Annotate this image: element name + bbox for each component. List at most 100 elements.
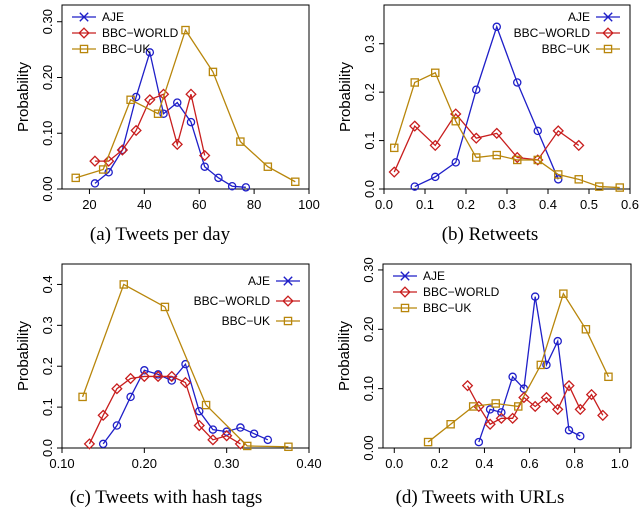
- legend-marker: [602, 27, 614, 39]
- data-point: [491, 399, 500, 408]
- data-point: [207, 434, 219, 446]
- data-point: [513, 155, 522, 165]
- x-tick-label: 0.3: [498, 197, 516, 212]
- data-point: [119, 280, 129, 289]
- data-point: [200, 162, 209, 171]
- legend-label: BBC−UK: [542, 42, 590, 56]
- data-point: [173, 98, 182, 107]
- data-point: [604, 372, 613, 382]
- series-line: [478, 296, 581, 443]
- data-point: [118, 145, 127, 155]
- plot-frame: [61, 263, 310, 449]
- panel-caption: (a) Tweets per day: [90, 224, 231, 245]
- data-point: [423, 437, 433, 447]
- data-point: [160, 302, 170, 312]
- data-point: [71, 173, 80, 183]
- series-line: [81, 283, 289, 448]
- data-point: [451, 116, 460, 126]
- data-point: [102, 155, 115, 167]
- data-point: [171, 138, 183, 151]
- legend-label: BBC−WORLD: [194, 294, 271, 308]
- data-point: [138, 370, 151, 383]
- x-tick-label: 80: [247, 197, 261, 212]
- x-tick-label: 0.5: [580, 197, 598, 212]
- y-tick-label: 0.1: [40, 398, 55, 416]
- x-tick-label: 0.8: [566, 456, 584, 471]
- data-point: [166, 370, 178, 383]
- y-axis-label: Probability: [336, 320, 353, 391]
- series-line: [88, 375, 241, 445]
- legend-label: BBC−UK: [222, 314, 270, 328]
- x-tick-label: 0.0: [385, 456, 403, 471]
- data-point: [126, 392, 135, 402]
- x-tick-label: 0.6: [621, 197, 639, 212]
- data-point: [563, 379, 575, 392]
- data-point: [518, 391, 530, 404]
- data-point: [97, 409, 109, 422]
- y-tick-label: 0.00: [361, 435, 376, 460]
- data-point: [83, 438, 96, 450]
- series-aje: [98, 359, 273, 449]
- y-tick-label: 0.00: [40, 176, 55, 201]
- data-point: [111, 382, 123, 395]
- x-tick-label: 20: [82, 197, 96, 212]
- data-point: [227, 181, 237, 191]
- data-point: [595, 182, 604, 191]
- data-point: [552, 125, 564, 137]
- x-tick-label: 100: [298, 197, 320, 212]
- series-line: [94, 49, 246, 188]
- data-point: [236, 137, 245, 146]
- legend-marker: [400, 271, 410, 281]
- data-point: [564, 425, 574, 435]
- x-tick-label: 0.2: [430, 456, 448, 471]
- data-point: [193, 419, 205, 432]
- legend: AJE BBC−WORLD BBC−UK: [514, 10, 620, 56]
- y-tick-label: 0.2: [40, 357, 55, 375]
- x-tick-label: 0.4: [475, 456, 493, 471]
- data-point: [533, 126, 543, 136]
- data-point: [430, 68, 440, 78]
- data-point: [446, 420, 455, 429]
- data-point: [553, 336, 562, 346]
- data-point: [615, 183, 625, 192]
- data-point: [492, 150, 501, 160]
- series-line: [427, 292, 610, 443]
- data-point: [530, 292, 540, 301]
- y-tick-label: 0.10: [361, 376, 376, 401]
- series-line: [393, 112, 580, 173]
- x-tick-label: 40: [137, 197, 151, 212]
- chart-panel-c: 0.10 0.20 0.30 0.40 0.0 0.1 0.2 0.3 0.4 Probabili…: [15, 263, 322, 508]
- chart-panel-a: 20 40 60 80 100 0.00 0.10 0.20 0.30 Probability AJ…: [15, 4, 320, 245]
- data-point: [559, 289, 568, 298]
- y-tick-label: 0.30: [40, 9, 55, 34]
- series-bbc-uk: [71, 25, 300, 187]
- legend: AJE BBC−WORLD BBC−UK: [194, 274, 300, 328]
- data-point: [513, 78, 522, 87]
- data-point: [536, 360, 546, 370]
- data-point: [573, 139, 585, 152]
- legend-marker: [283, 316, 293, 326]
- x-tick-label: 0.2: [457, 197, 475, 212]
- data-point: [78, 392, 87, 402]
- data-point: [104, 168, 113, 177]
- series-aje: [90, 48, 251, 192]
- data-point: [112, 421, 122, 430]
- legend-marker: [400, 303, 410, 313]
- y-axis-label: Probability: [15, 61, 32, 132]
- series-bbc-uk: [389, 68, 625, 192]
- series-aje: [410, 22, 563, 191]
- data-point: [116, 144, 129, 156]
- panel-caption: (c) Tweets with hash tags: [70, 487, 263, 508]
- x-tick-label: 0.10: [49, 456, 74, 471]
- data-point: [220, 430, 233, 442]
- data-point: [140, 366, 149, 375]
- legend-marker: [79, 12, 89, 22]
- legend-label: BBC−WORLD: [423, 285, 500, 299]
- data-point: [514, 402, 523, 411]
- y-tick-label: 0.30: [361, 257, 376, 282]
- legend-label: AJE: [102, 10, 124, 24]
- data-point: [388, 166, 400, 178]
- data-point: [409, 120, 421, 132]
- data-point: [130, 124, 142, 137]
- series-bbc-uk: [423, 289, 613, 447]
